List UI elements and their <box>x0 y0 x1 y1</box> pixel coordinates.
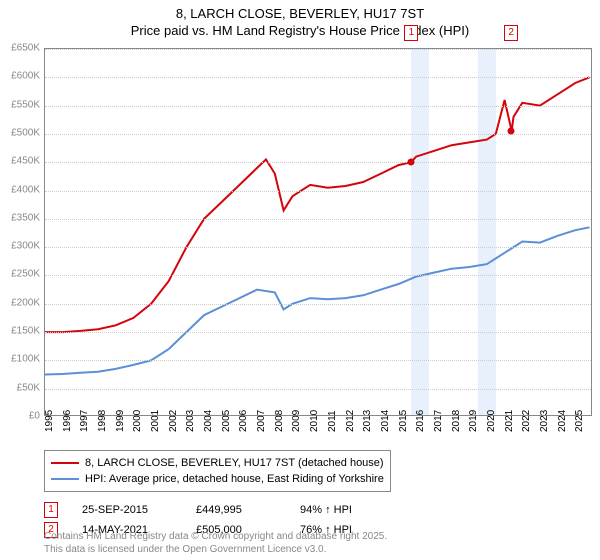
x-axis-label: 2008 <box>274 410 285 432</box>
gridline-horizontal <box>45 49 591 50</box>
gridline-horizontal <box>45 389 591 390</box>
footer-line2: This data is licensed under the Open Gov… <box>44 543 387 556</box>
x-axis-label: 2017 <box>433 410 444 432</box>
gridline-horizontal <box>45 247 591 248</box>
gridline-horizontal <box>45 106 591 107</box>
y-axis-label: £0 <box>29 411 40 422</box>
x-axis-label: 2019 <box>468 410 479 432</box>
sale-row-pct: 94% ↑ HPI <box>300 504 390 516</box>
legend-area: 8, LARCH CLOSE, BEVERLEY, HU17 7ST (deta… <box>44 450 592 540</box>
gridline-horizontal <box>45 304 591 305</box>
x-axis-label: 2012 <box>345 410 356 432</box>
x-axis-label: 2003 <box>185 410 196 432</box>
marker-dot <box>408 159 415 166</box>
y-axis-label: £650K <box>11 43 40 54</box>
x-axis-label: 2024 <box>557 410 568 432</box>
gridline-horizontal <box>45 332 591 333</box>
footer-attribution: Contains HM Land Registry data © Crown c… <box>44 530 387 556</box>
y-axis-label: £300K <box>11 241 40 252</box>
y-axis-label: £550K <box>11 99 40 110</box>
x-axis-label: 2014 <box>380 410 391 432</box>
legend-box: 8, LARCH CLOSE, BEVERLEY, HU17 7ST (deta… <box>44 450 391 492</box>
x-axis-label: 2004 <box>203 410 214 432</box>
x-axis-label: 2013 <box>362 410 373 432</box>
x-axis-label: 1995 <box>44 410 55 432</box>
gridline-horizontal <box>45 360 591 361</box>
x-axis-label: 1999 <box>115 410 126 432</box>
gridline-horizontal <box>45 77 591 78</box>
marker-label: 2 <box>504 25 518 41</box>
x-axis-label: 1998 <box>97 410 108 432</box>
x-axis-label: 2005 <box>221 410 232 432</box>
y-axis-label: £450K <box>11 156 40 167</box>
series-hpi <box>45 227 590 374</box>
x-axis-label: 2016 <box>415 410 426 432</box>
x-axis-label: 2001 <box>150 410 161 432</box>
x-axis-label: 2000 <box>132 410 143 432</box>
legend-row: 8, LARCH CLOSE, BEVERLEY, HU17 7ST (deta… <box>51 455 384 471</box>
y-axis-label: £50K <box>17 382 40 393</box>
chart-container: 8, LARCH CLOSE, BEVERLEY, HU17 7ST Price… <box>0 0 600 560</box>
chart-area: 12 £0£50K£100K£150K£200K£250K£300K£350K£… <box>44 48 592 416</box>
legend-row: HPI: Average price, detached house, East… <box>51 471 384 487</box>
x-axis-label: 2006 <box>238 410 249 432</box>
x-axis-label: 2021 <box>504 410 515 432</box>
x-axis-label: 2025 <box>574 410 585 432</box>
x-axis-label: 2018 <box>451 410 462 432</box>
x-axis-label: 1997 <box>79 410 90 432</box>
legend-label: HPI: Average price, detached house, East… <box>85 473 384 485</box>
y-axis-label: £400K <box>11 184 40 195</box>
y-axis-label: £500K <box>11 127 40 138</box>
sale-row-marker: 1 <box>44 502 58 518</box>
x-axis-label: 2011 <box>327 410 338 432</box>
y-axis-label: £350K <box>11 212 40 223</box>
x-axis-label: 2002 <box>168 410 179 432</box>
gridline-horizontal <box>45 191 591 192</box>
x-axis-label: 2020 <box>486 410 497 432</box>
y-axis-label: £250K <box>11 269 40 280</box>
sale-row-date: 25-SEP-2015 <box>82 504 172 516</box>
legend-swatch <box>51 478 79 480</box>
y-axis-label: £600K <box>11 71 40 82</box>
sale-row: 1 25-SEP-2015 £449,995 94% ↑ HPI <box>44 500 592 520</box>
marker-dot <box>508 128 515 135</box>
gridline-horizontal <box>45 275 591 276</box>
gridline-horizontal <box>45 219 591 220</box>
footer-line1: Contains HM Land Registry data © Crown c… <box>44 530 387 543</box>
y-axis-label: £200K <box>11 297 40 308</box>
x-axis-label: 2022 <box>521 410 532 432</box>
y-axis-label: £150K <box>11 326 40 337</box>
legend-label: 8, LARCH CLOSE, BEVERLEY, HU17 7ST (deta… <box>85 457 384 469</box>
chart-title-line1: 8, LARCH CLOSE, BEVERLEY, HU17 7ST <box>0 6 600 21</box>
legend-swatch <box>51 462 79 464</box>
x-axis-label: 2010 <box>309 410 320 432</box>
x-axis-label: 2007 <box>256 410 267 432</box>
plot-region: 12 <box>44 48 592 416</box>
gridline-horizontal <box>45 162 591 163</box>
chart-lines-svg <box>45 49 593 417</box>
x-axis-label: 2015 <box>398 410 409 432</box>
sale-row-price: £449,995 <box>196 504 276 516</box>
x-axis-label: 2009 <box>291 410 302 432</box>
series-price_paid <box>45 77 590 332</box>
y-axis-label: £100K <box>11 354 40 365</box>
x-axis-label: 2023 <box>539 410 550 432</box>
marker-label: 1 <box>404 25 418 41</box>
x-axis-label: 1996 <box>62 410 73 432</box>
